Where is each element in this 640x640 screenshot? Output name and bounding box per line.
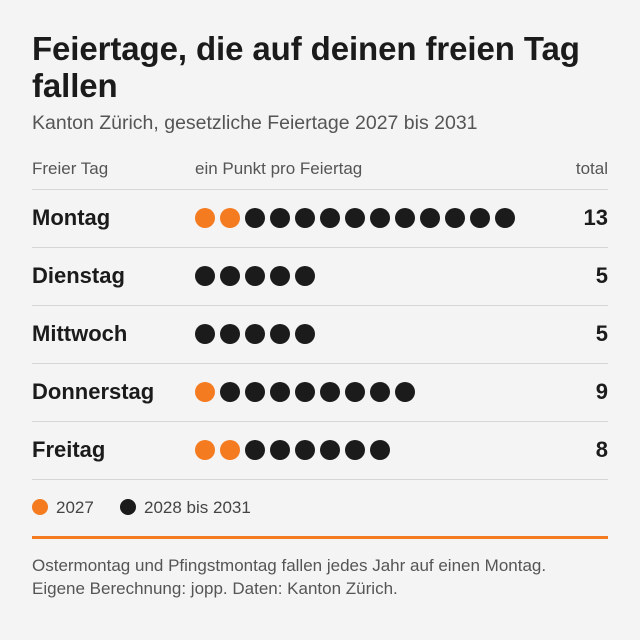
dot-2028-2031 <box>295 324 315 344</box>
table-row: Freitag 8 <box>32 422 608 480</box>
chart-title: Feiertage, die auf deinen freien Tag fal… <box>32 30 580 104</box>
dot-2028-2031 <box>395 382 415 402</box>
dot-2028-2031 <box>320 208 340 228</box>
table-row: Montag 13 <box>32 190 608 248</box>
row-total-value: 5 <box>595 321 608 346</box>
dot-2028-2031 <box>370 382 390 402</box>
footnotes: Ostermontag und Pfingstmontag fallen jed… <box>32 554 608 600</box>
dot-2028-2031 <box>395 208 415 228</box>
table-body: Montag 13 Dienstag 5 Mittwoch 5 Donnerstag 9 Fre… <box>32 190 608 480</box>
dot-2028-2031 <box>345 208 365 228</box>
legend-swatch-2028-2031 <box>120 499 136 515</box>
dot-2027 <box>220 440 240 460</box>
dot-2027 <box>195 440 215 460</box>
dot-2028-2031 <box>445 208 465 228</box>
table-header: Freier Tag ein Punkt pro Feiertag total <box>32 151 608 190</box>
dot-2028-2031 <box>270 440 290 460</box>
dot-2028-2031 <box>220 382 240 402</box>
footnote-line: Ostermontag und Pfingstmontag fallen jed… <box>32 556 547 575</box>
dot-2028-2031 <box>245 208 265 228</box>
dot-2027 <box>220 208 240 228</box>
row-total-value: 8 <box>595 437 608 462</box>
dot-2028-2031 <box>470 208 490 228</box>
dot-2028-2031 <box>370 208 390 228</box>
dot-2028-2031 <box>195 266 215 286</box>
dot-2028-2031 <box>295 208 315 228</box>
source-line: Eigene Berechnung: jopp. Daten: Kanton Z… <box>32 579 398 598</box>
dot-2028-2031 <box>320 382 340 402</box>
column-header-total: total <box>575 159 608 178</box>
chart-card: Feiertage, die auf deinen freien Tag fal… <box>32 30 608 600</box>
dot-2028-2031 <box>370 440 390 460</box>
row-total-value: 5 <box>595 263 608 288</box>
legend: 2027 2028 bis 2031 <box>32 480 608 534</box>
table-row: Mittwoch 5 <box>32 306 608 364</box>
dot-2028-2031 <box>245 266 265 286</box>
dot-2028-2031 <box>270 324 290 344</box>
dot-2028-2031 <box>295 382 315 402</box>
dot-2028-2031 <box>295 440 315 460</box>
row-day-label: Dienstag <box>32 263 125 288</box>
column-header-day: Freier Tag <box>32 159 109 178</box>
chart-subtitle: Kanton Zürich, gesetzliche Feiertage 202… <box>32 112 478 134</box>
dot-2027 <box>195 208 215 228</box>
dot-2028-2031 <box>495 208 515 228</box>
row-day-label: Montag <box>32 205 111 230</box>
dot-2028-2031 <box>345 440 365 460</box>
dot-2028-2031 <box>320 440 340 460</box>
dot-2028-2031 <box>420 208 440 228</box>
row-day-label: Freitag <box>32 437 106 462</box>
dot-2028-2031 <box>295 266 315 286</box>
dot-2028-2031 <box>270 208 290 228</box>
dot-2028-2031 <box>245 324 265 344</box>
table-row: Donnerstag 9 <box>32 364 608 422</box>
legend-label-2027: 2027 <box>56 498 94 517</box>
row-total-value: 13 <box>583 205 608 230</box>
row-total-value: 9 <box>595 379 608 404</box>
dot-2028-2031 <box>195 324 215 344</box>
legend-label-2028-2031: 2028 bis 2031 <box>144 498 251 517</box>
dot-2028-2031 <box>270 382 290 402</box>
dot-2028-2031 <box>270 266 290 286</box>
dot-2028-2031 <box>220 266 240 286</box>
legend-swatch-2027 <box>32 499 48 515</box>
dot-2028-2031 <box>220 324 240 344</box>
row-day-label: Mittwoch <box>32 321 128 346</box>
row-day-label: Donnerstag <box>32 379 155 404</box>
dot-2028-2031 <box>345 382 365 402</box>
dot-2027 <box>195 382 215 402</box>
dot-2028-2031 <box>245 440 265 460</box>
accent-rule <box>32 536 608 539</box>
dot-2028-2031 <box>245 382 265 402</box>
table-row: Dienstag 5 <box>32 248 608 306</box>
column-header-dots: ein Punkt pro Feiertag <box>195 159 363 178</box>
